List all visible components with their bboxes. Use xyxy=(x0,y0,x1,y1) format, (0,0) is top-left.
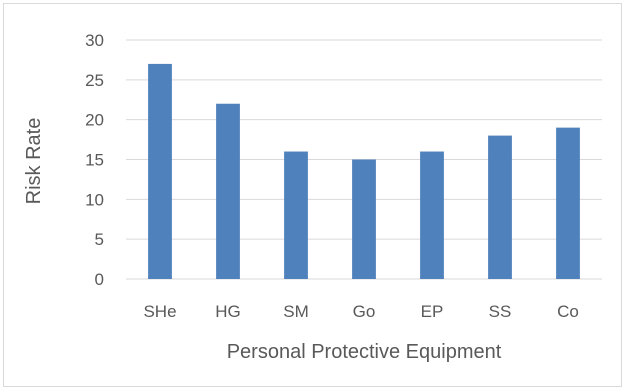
y-tick-label: 5 xyxy=(95,230,104,249)
y-tick-label: 20 xyxy=(85,111,104,130)
gridlines xyxy=(126,39,602,280)
y-tick-label: 25 xyxy=(85,71,104,90)
x-tick-label: SS xyxy=(489,302,512,321)
x-tick-label: Go xyxy=(353,302,376,321)
bar-go xyxy=(352,159,376,279)
x-axis-ticks: SHe HG SM Go EP SS Co xyxy=(143,302,578,321)
y-tick-label: 30 xyxy=(85,31,104,50)
bars xyxy=(148,63,580,280)
bar-sm xyxy=(284,151,308,279)
y-axis-title: Risk Rate xyxy=(23,118,45,205)
y-tick-label: 0 xyxy=(95,270,104,289)
x-tick-label: Co xyxy=(557,302,579,321)
x-axis-title: Personal Protective Equipment xyxy=(227,341,502,363)
chart-area xyxy=(3,3,622,387)
bar-she xyxy=(148,63,172,280)
x-tick-label: SM xyxy=(283,302,309,321)
x-tick-label: SHe xyxy=(143,302,176,321)
y-tick-label: 10 xyxy=(85,190,104,209)
bar-hg xyxy=(216,103,240,279)
bar-ep xyxy=(420,151,444,279)
x-tick-label: EP xyxy=(421,302,444,321)
bar-ss xyxy=(488,135,512,279)
bar-co xyxy=(556,127,580,279)
y-tick-label: 15 xyxy=(85,151,104,170)
y-axis-ticks: 0 5 10 15 20 25 30 xyxy=(85,31,104,289)
x-tick-label: HG xyxy=(215,302,241,321)
